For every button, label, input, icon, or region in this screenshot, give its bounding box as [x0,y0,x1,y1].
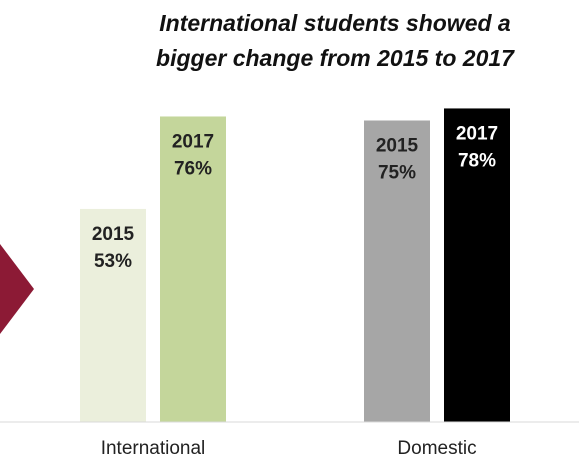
bar-label-year: 2015 [376,136,419,157]
chevron-right-icon [0,244,34,334]
bar-domestic-2017 [444,108,510,422]
labels-layer: 2015 53% 2017 76% International 2015 75% 2017 78… [92,123,498,456]
bar-international-2017 [160,116,226,422]
chart-title: International students showed a bigger c… [100,6,570,76]
bar-label-value: 78% [458,150,496,171]
bar-label-year: 2017 [456,123,498,144]
bar-label-value: 76% [174,158,212,179]
category-label-international: International [101,438,206,456]
bar-domestic-2015 [364,120,430,422]
chart-title-line-1: International students showed a [159,10,511,36]
category-label-domestic: Domestic [397,438,476,456]
bars-layer [80,108,510,422]
bar-label-value: 75% [378,163,416,184]
bar-label-year: 2017 [172,131,214,152]
bar-international-2015 [80,208,146,422]
bar-label-year: 2015 [92,224,135,245]
bar-label-value: 53% [94,251,132,272]
chart-title-line-2: bigger change from 2015 to 2017 [156,45,514,71]
